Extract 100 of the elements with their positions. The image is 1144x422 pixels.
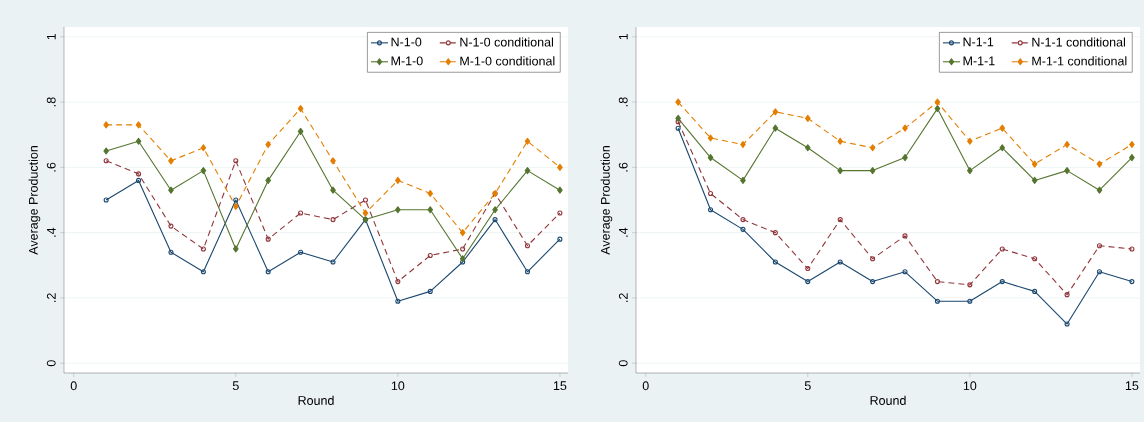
y-tick-label: .4 xyxy=(619,227,628,237)
x-tick-label: 15 xyxy=(553,381,567,391)
point xyxy=(330,217,336,223)
point xyxy=(103,158,109,164)
point xyxy=(460,246,466,252)
point xyxy=(804,114,811,122)
point xyxy=(772,124,779,132)
legend-label: N-1-0 xyxy=(391,37,422,47)
point xyxy=(265,269,271,275)
y-tick-label: 1 xyxy=(619,33,628,40)
point xyxy=(675,119,681,125)
point xyxy=(297,105,304,113)
point xyxy=(708,207,714,213)
point xyxy=(740,217,746,223)
point xyxy=(168,157,174,165)
point xyxy=(837,217,843,223)
point xyxy=(395,206,401,214)
point xyxy=(1096,186,1103,194)
point xyxy=(427,189,434,198)
point xyxy=(200,167,207,175)
point xyxy=(967,167,973,175)
legend-label: N-1-1 xyxy=(963,37,994,47)
point xyxy=(427,288,433,294)
point xyxy=(103,121,109,129)
point xyxy=(136,177,142,183)
point xyxy=(524,243,531,249)
point xyxy=(934,279,940,285)
point xyxy=(459,255,466,263)
point xyxy=(1129,246,1135,252)
point xyxy=(934,98,941,106)
point xyxy=(200,144,207,152)
y-tick-label: .6 xyxy=(618,162,628,172)
point xyxy=(902,233,908,239)
point xyxy=(135,121,142,129)
point xyxy=(772,259,778,265)
point xyxy=(740,176,746,184)
point xyxy=(557,210,563,216)
point xyxy=(707,134,714,142)
y-tick-label: .8 xyxy=(618,97,628,107)
point xyxy=(1064,167,1070,175)
point xyxy=(934,105,941,113)
point xyxy=(870,279,876,285)
point xyxy=(967,298,973,304)
y-tick-label: 1 xyxy=(47,33,56,40)
point xyxy=(232,202,239,211)
point xyxy=(740,226,746,232)
point xyxy=(1096,160,1103,168)
point xyxy=(1064,292,1070,298)
x-tick-label: 10 xyxy=(391,381,405,391)
point xyxy=(524,137,531,145)
point xyxy=(1032,256,1038,262)
point xyxy=(804,144,811,152)
point xyxy=(805,279,811,285)
legend-label: M-1-1 xyxy=(963,56,995,66)
y-tick-label: .2 xyxy=(618,293,628,302)
y-tick-label: .8 xyxy=(46,97,56,107)
x-tick-label: 10 xyxy=(963,381,977,391)
y-axis-title: Average Production xyxy=(600,146,613,255)
point xyxy=(232,245,239,253)
x-tick-label: 15 xyxy=(1125,381,1139,391)
point xyxy=(330,157,336,165)
y-tick-label: 0 xyxy=(618,360,628,367)
point xyxy=(200,246,206,252)
point xyxy=(869,167,876,175)
x-tick-label: 0 xyxy=(642,381,649,391)
point xyxy=(557,186,563,194)
point xyxy=(999,144,1006,152)
y-tick-label: .4 xyxy=(47,227,56,237)
x-axis-title: Round xyxy=(870,395,906,405)
point xyxy=(362,197,368,203)
y-tick-label: 0 xyxy=(46,360,56,367)
y-tick-label: .2 xyxy=(46,293,56,302)
y-tick-label: .6 xyxy=(46,162,56,172)
point xyxy=(837,167,843,175)
x-tick-label: 5 xyxy=(232,381,239,391)
point xyxy=(675,98,681,106)
point xyxy=(298,210,304,216)
point xyxy=(869,144,876,152)
point xyxy=(492,217,498,223)
point xyxy=(330,186,336,194)
point xyxy=(524,269,531,275)
point xyxy=(1031,160,1038,168)
point xyxy=(395,279,401,285)
point xyxy=(265,236,271,242)
point xyxy=(427,206,434,214)
point xyxy=(1032,288,1038,294)
legend-label: M-1-0 xyxy=(391,56,423,66)
point xyxy=(999,246,1005,252)
point xyxy=(103,147,109,155)
point xyxy=(1129,154,1135,162)
point xyxy=(999,124,1006,132)
point xyxy=(772,108,779,116)
point xyxy=(1031,176,1038,184)
point xyxy=(233,197,239,203)
point xyxy=(297,127,304,135)
point xyxy=(707,154,714,162)
point xyxy=(902,124,908,132)
point xyxy=(330,259,336,265)
point xyxy=(265,176,271,184)
point xyxy=(675,114,681,122)
